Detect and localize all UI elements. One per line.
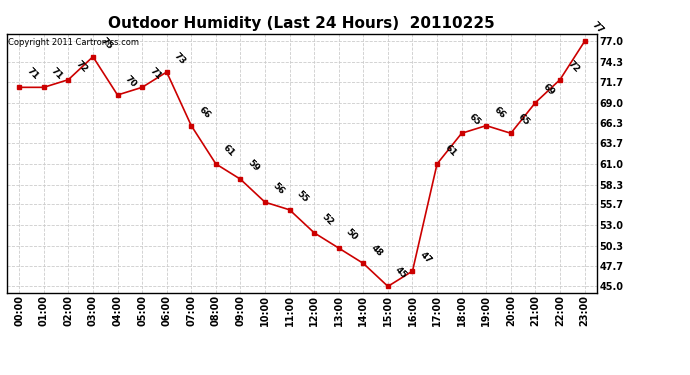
Text: 71: 71 [148, 66, 163, 82]
Text: 72: 72 [74, 59, 89, 74]
Text: 77: 77 [590, 21, 606, 36]
Text: 56: 56 [270, 182, 286, 196]
Text: 72: 72 [566, 59, 581, 74]
Text: 73: 73 [172, 51, 188, 66]
Text: 61: 61 [221, 143, 237, 158]
Text: 47: 47 [418, 250, 433, 266]
Title: Outdoor Humidity (Last 24 Hours)  20110225: Outdoor Humidity (Last 24 Hours) 2011022… [108, 16, 495, 31]
Text: 71: 71 [25, 66, 40, 82]
Text: 59: 59 [246, 158, 262, 174]
Text: 48: 48 [369, 243, 384, 258]
Text: 69: 69 [541, 82, 556, 97]
Text: 66: 66 [492, 105, 507, 120]
Text: 70: 70 [123, 74, 138, 89]
Text: 61: 61 [442, 143, 458, 158]
Text: 52: 52 [319, 212, 335, 227]
Text: 65: 65 [516, 112, 531, 128]
Text: 71: 71 [49, 66, 65, 82]
Text: 50: 50 [344, 227, 359, 243]
Text: 66: 66 [197, 105, 212, 120]
Text: Copyright 2011 Cartronics.com: Copyright 2011 Cartronics.com [8, 38, 139, 46]
Text: 55: 55 [295, 189, 310, 204]
Text: 65: 65 [467, 112, 482, 128]
Text: 45: 45 [393, 266, 408, 281]
Text: 75: 75 [99, 36, 114, 51]
